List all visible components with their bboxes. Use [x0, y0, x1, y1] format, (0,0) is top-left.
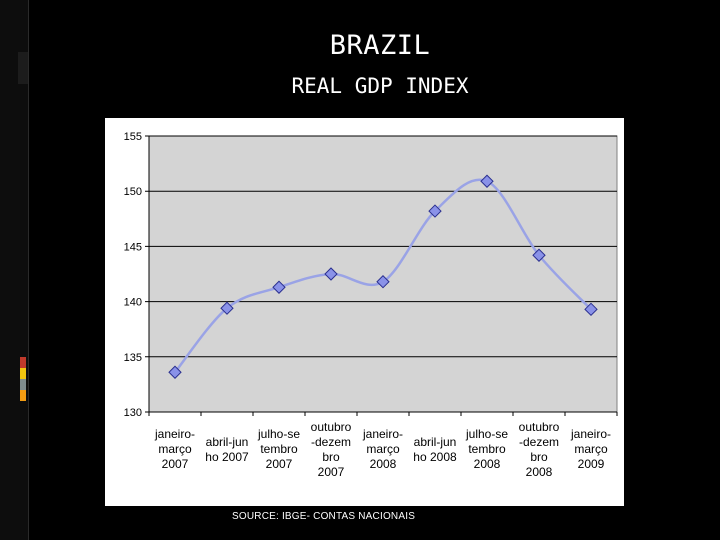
x-tick-label-line: março — [574, 442, 608, 456]
x-tick-label-line: julho-se — [257, 427, 300, 441]
left-sidebar-bar — [0, 0, 29, 540]
accent-stripe-4 — [20, 390, 26, 401]
x-tick-label-line: bro — [530, 450, 548, 464]
x-tick-label-line: 2007 — [162, 457, 189, 471]
source-note: SOURCE: IBGE- CONTAS NACIONAIS — [232, 511, 416, 522]
slide-subtitle: REAL GDP INDEX — [291, 74, 469, 98]
x-tick-label-line: abril-jun — [206, 435, 249, 449]
x-tick-label-line: outubro — [519, 420, 560, 434]
x-tick-label-line: tembro — [468, 442, 506, 456]
x-tick-label-line: janeiro- — [570, 427, 611, 441]
slide-title: BRAZIL — [329, 30, 431, 61]
x-tick-label-line: 2008 — [370, 457, 397, 471]
y-tick-label: 145 — [124, 241, 142, 253]
x-tick-label: outubro -dezem bro 2007 — [311, 420, 352, 479]
x-tick-label-line: ho 2007 — [205, 450, 249, 464]
x-tick-label: janeiro-março 2007 — [154, 427, 195, 471]
accent-stripe-3 — [20, 379, 26, 390]
x-tick-label-line: julho-se — [465, 427, 508, 441]
y-tick-label: 140 — [124, 297, 142, 309]
data-point-2 — [220, 301, 234, 315]
x-tick-label: janeiro-março 2009 — [570, 427, 611, 471]
accent-stripes — [20, 357, 26, 401]
data-point-9 — [584, 302, 598, 317]
x-tick-label-line: março — [158, 442, 192, 456]
x-tick-label: julho-se tembro 2007 — [257, 427, 300, 471]
x-tick-label-line: 2008 — [474, 457, 501, 471]
y-tick-label: 135 — [124, 352, 142, 364]
data-point-4 — [324, 267, 338, 281]
data-point-5 — [376, 275, 390, 289]
y-tick-label: 150 — [124, 186, 142, 198]
data-point-6 — [428, 204, 442, 218]
x-tick-label-line: outubro — [311, 420, 352, 434]
x-tick-label-line: abril-jun — [414, 435, 457, 449]
x-tick-label-line: janeiro- — [362, 427, 403, 441]
x-tick-label: abril-jun ho 2008 — [413, 435, 457, 464]
x-tick-label: julho-se tembro 2008 — [465, 427, 508, 471]
x-tick-label-line: 2007 — [266, 457, 293, 471]
x-tick-label: janeiro-março 2008 — [362, 427, 403, 471]
accent-stripe-1 — [20, 357, 26, 368]
data-point-1 — [168, 365, 182, 379]
x-tick-label-line: 2009 — [578, 457, 605, 471]
y-tick-label: 155 — [124, 131, 142, 143]
x-tick-label-line: bro — [322, 450, 340, 464]
accent-stripe-2 — [20, 368, 26, 379]
x-tick-label-line: 2008 — [526, 465, 553, 479]
title-marker-block — [18, 52, 28, 84]
x-tick-label-line: -dezem — [519, 435, 559, 449]
y-tick-label: 130 — [124, 407, 142, 419]
x-tick-label-line: 2007 — [318, 465, 345, 479]
data-point-8 — [532, 248, 546, 262]
plot-area — [148, 135, 618, 413]
series-line — [174, 178, 592, 374]
chart-panel: 130 135 140 145 150 155 janeiro-março 2007 abril… — [105, 118, 624, 506]
x-tick-label-line: março — [366, 442, 400, 456]
x-tick-label-line: tembro — [260, 442, 298, 456]
x-tick-label-line: ho 2008 — [413, 450, 457, 464]
x-tick-label: outubro -dezem bro 2008 — [519, 420, 560, 479]
x-tick-label-line: -dezem — [311, 435, 351, 449]
x-tick-label: abril-jun ho 2007 — [205, 435, 249, 464]
x-tick-label-line: janeiro- — [154, 427, 195, 441]
data-point-7 — [480, 174, 494, 188]
data-point-3 — [272, 280, 286, 294]
